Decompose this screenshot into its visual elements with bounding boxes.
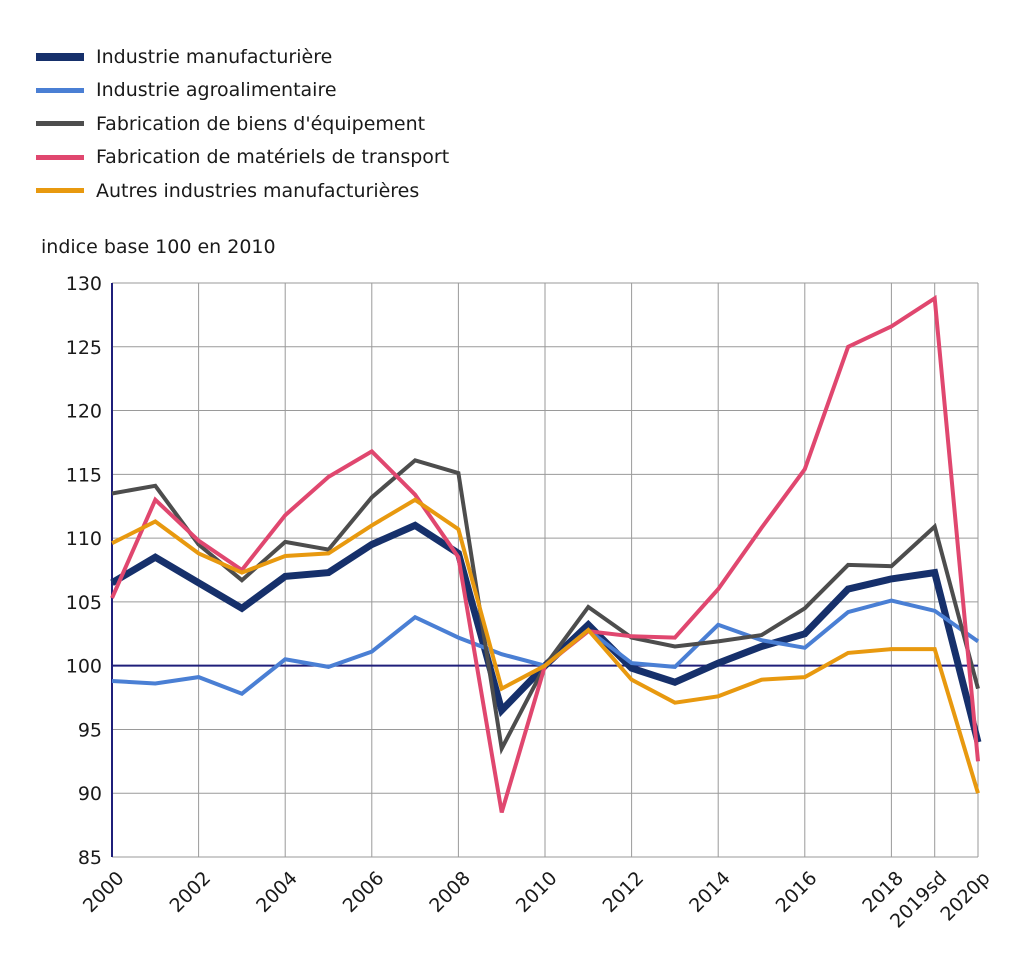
- y-tick-label: 95: [78, 719, 102, 741]
- x-tick-label: 2020p: [936, 867, 994, 925]
- y-tick-label: 110: [66, 528, 102, 550]
- legend-item: Fabrication de matériels de transport: [36, 141, 449, 175]
- legend-item: Industrie manufacturière: [36, 40, 449, 74]
- y-tick-label: 115: [66, 464, 102, 486]
- y-tick-label: 90: [78, 783, 102, 805]
- legend-label: Industrie manufacturière: [96, 45, 333, 68]
- y-tick-label: 130: [66, 273, 102, 295]
- x-tick-label: 2002: [165, 867, 215, 917]
- legend-label: Industrie agroalimentaire: [96, 79, 337, 102]
- x-tick-label: 2006: [339, 867, 389, 917]
- legend-swatch: [36, 121, 84, 127]
- x-tick-label: 2016: [772, 867, 822, 917]
- legend-item: Autres industries manufacturières: [36, 174, 449, 208]
- legend-item: Fabrication de biens d'équipement: [36, 107, 449, 141]
- x-tick-label: 2014: [685, 867, 735, 917]
- y-tick-label: 100: [66, 656, 102, 678]
- y-tick-label: 120: [66, 401, 102, 423]
- x-tick-label: 2012: [598, 867, 648, 917]
- legend-swatch: [36, 188, 84, 194]
- legend-swatch: [36, 52, 84, 61]
- y-tick-label: 125: [66, 337, 102, 359]
- x-tick-label: 2010: [512, 867, 562, 917]
- legend-label: Autres industries manufacturières: [96, 179, 420, 202]
- legend-swatch: [36, 87, 84, 93]
- y-tick-label: 105: [66, 592, 102, 614]
- legend-label: Fabrication de matériels de transport: [96, 146, 450, 169]
- x-tick-label: 2004: [252, 867, 302, 917]
- y-axis-unit-label: indice base 100 en 2010: [41, 236, 276, 258]
- legend-item: Industrie agroalimentaire: [36, 74, 449, 108]
- legend: Industrie manufacturière Industrie agroal…: [36, 40, 449, 208]
- y-tick-label: 85: [78, 847, 102, 869]
- legend-swatch: [36, 154, 84, 160]
- series-line-4: [111, 497, 980, 794]
- x-tick-label: 2008: [425, 867, 475, 917]
- x-tick-label: 2000: [79, 867, 129, 917]
- legend-label: Fabrication de biens d'équipement: [96, 112, 426, 135]
